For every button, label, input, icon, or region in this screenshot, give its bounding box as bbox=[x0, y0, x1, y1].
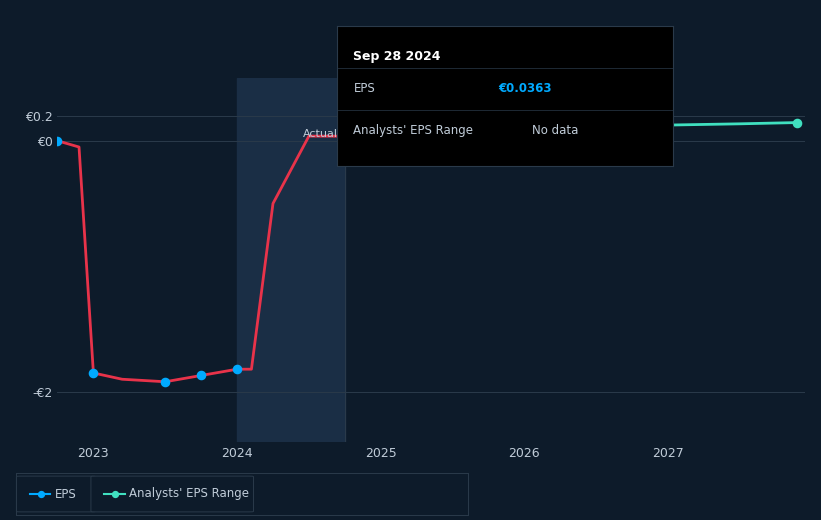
Point bbox=[87, 369, 100, 377]
Point bbox=[51, 137, 64, 145]
Text: Actual: Actual bbox=[303, 129, 337, 139]
Text: Analysts' EPS Range: Analysts' EPS Range bbox=[130, 488, 250, 500]
Text: EPS: EPS bbox=[354, 82, 375, 95]
Bar bbox=[237, 78, 345, 442]
Point bbox=[158, 378, 172, 386]
FancyBboxPatch shape bbox=[16, 476, 95, 512]
Point bbox=[231, 365, 244, 373]
Text: Analysts Forecasts: Analysts Forecasts bbox=[352, 129, 456, 139]
FancyBboxPatch shape bbox=[91, 476, 254, 512]
Point bbox=[374, 129, 388, 138]
Point bbox=[791, 119, 804, 127]
Text: €0.0363: €0.0363 bbox=[498, 82, 552, 95]
Point bbox=[662, 121, 675, 129]
Text: Sep 28 2024: Sep 28 2024 bbox=[354, 50, 441, 63]
Point bbox=[518, 124, 531, 133]
Point bbox=[108, 490, 122, 498]
Text: No data: No data bbox=[532, 124, 578, 137]
Text: Analysts' EPS Range: Analysts' EPS Range bbox=[354, 124, 474, 137]
Point bbox=[338, 132, 351, 140]
Point bbox=[195, 371, 208, 380]
Point bbox=[34, 490, 48, 498]
Text: EPS: EPS bbox=[55, 488, 76, 500]
